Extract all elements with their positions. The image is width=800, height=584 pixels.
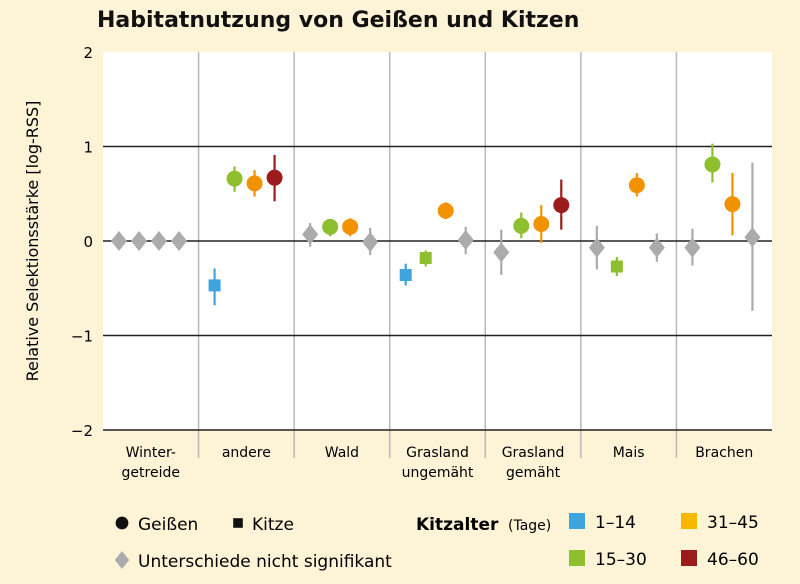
x-tick-label: Brachen [695, 445, 753, 461]
data-point [684, 237, 701, 258]
data-point [493, 242, 510, 263]
legend-diamond-icon [114, 551, 130, 569]
legend-label: 1–14 [595, 513, 636, 533]
data-point [724, 196, 741, 213]
data-point [302, 224, 319, 245]
data-point [226, 170, 243, 187]
y-tick-label: −1 [71, 328, 93, 346]
x-tick-label: gemäht [506, 465, 561, 481]
y-tick-label: −2 [71, 422, 93, 440]
legend-age-unit: (Tage) [508, 518, 551, 534]
y-tick-label: 2 [83, 44, 93, 62]
legend-circle-icon [115, 516, 129, 530]
data-point [553, 197, 570, 214]
legend-swatch [569, 550, 585, 566]
data-point [171, 231, 187, 251]
y-tick-label: 1 [83, 139, 93, 157]
legend-swatch [681, 550, 697, 566]
x-tick-label: Wald [325, 445, 359, 461]
legend-label: 46–60 [707, 550, 759, 570]
data-point [399, 269, 412, 282]
x-tick-label: ungemäht [402, 465, 474, 481]
data-point [111, 231, 127, 251]
legend-label: Geißen [138, 515, 198, 535]
data-point [610, 260, 623, 273]
data-point [208, 279, 221, 292]
data-point [246, 175, 263, 192]
data-point [588, 237, 605, 258]
data-point [513, 217, 530, 234]
legend-label: Kitze [252, 515, 294, 535]
x-tick-label: Grasland [502, 445, 565, 461]
legend-label: 31–45 [707, 513, 759, 533]
legend-square-icon [233, 518, 243, 528]
data-point [342, 218, 359, 235]
legend-age-title: Kitzalter [416, 515, 499, 535]
data-point [457, 230, 474, 251]
legend-label: 15–30 [595, 550, 647, 570]
data-point [648, 237, 665, 258]
data-point [704, 156, 721, 173]
y-axis-label: Relative Selektionsstärke [log-RSS] [23, 101, 42, 382]
data-point [322, 218, 339, 235]
x-tick-label: Winter- [126, 445, 176, 461]
chart-title: Habitatnutzung von Geißen und Kitzen [97, 8, 580, 33]
data-point [151, 231, 167, 251]
legend-label: Unterschiede nicht signifikant [138, 552, 392, 572]
data-point [628, 177, 645, 194]
x-tick-label: getreide [122, 465, 180, 481]
data-point [131, 231, 147, 251]
x-tick-label: Mais [613, 445, 645, 461]
data-point [437, 202, 454, 219]
legend-swatch [569, 513, 585, 529]
legend-swatch [681, 513, 697, 529]
x-tick-label: Grasland [406, 445, 469, 461]
data-point [266, 169, 283, 186]
data-point [744, 227, 761, 248]
data-point [419, 252, 432, 265]
data-point [533, 215, 550, 232]
data-point [362, 231, 379, 252]
x-tick-label: andere [222, 445, 271, 461]
y-tick-label: 0 [83, 233, 93, 251]
